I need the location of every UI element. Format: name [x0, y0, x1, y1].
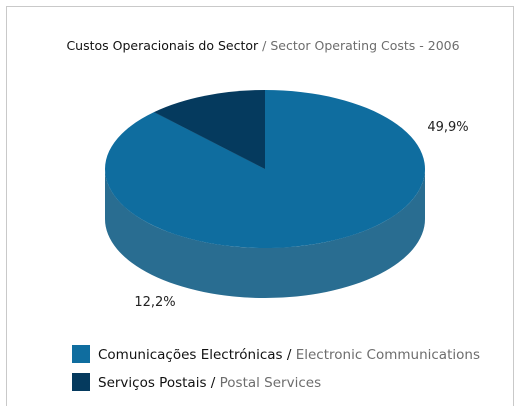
chart-title-separator: /	[262, 38, 271, 53]
data-label-postal: 12,2%	[134, 295, 175, 310]
legend-separator: /	[206, 375, 220, 391]
chart-title: Custos Operacionais do Sector / Sector O…	[0, 38, 526, 53]
legend-item-electronic: Comunicações Electrónicas / Electronic C…	[72, 345, 480, 363]
pie-side-0	[105, 169, 425, 298]
legend-swatch-electronic	[72, 345, 90, 363]
data-label-electronic: 49,9%	[427, 120, 468, 135]
legend-item-postal: Serviços Postais / Postal Services	[72, 373, 321, 391]
legend-label-postal-en: Postal Services	[219, 375, 322, 391]
legend-label-electronic-pt: Comunicações Electrónicas	[98, 347, 283, 363]
pie-side-highlight-0	[105, 169, 425, 298]
legend-label-postal-pt: Serviços Postais	[98, 375, 207, 391]
pie-slice-1	[154, 90, 265, 169]
legend-swatch-postal	[72, 373, 90, 391]
legend-label-electronic-en: Electronic Communications	[295, 347, 480, 363]
legend-separator: /	[282, 347, 296, 363]
chart-title-main: Custos Operacionais do Sector	[66, 38, 259, 53]
chart-subtitle: Sector Operating Costs - 2006	[270, 38, 460, 53]
